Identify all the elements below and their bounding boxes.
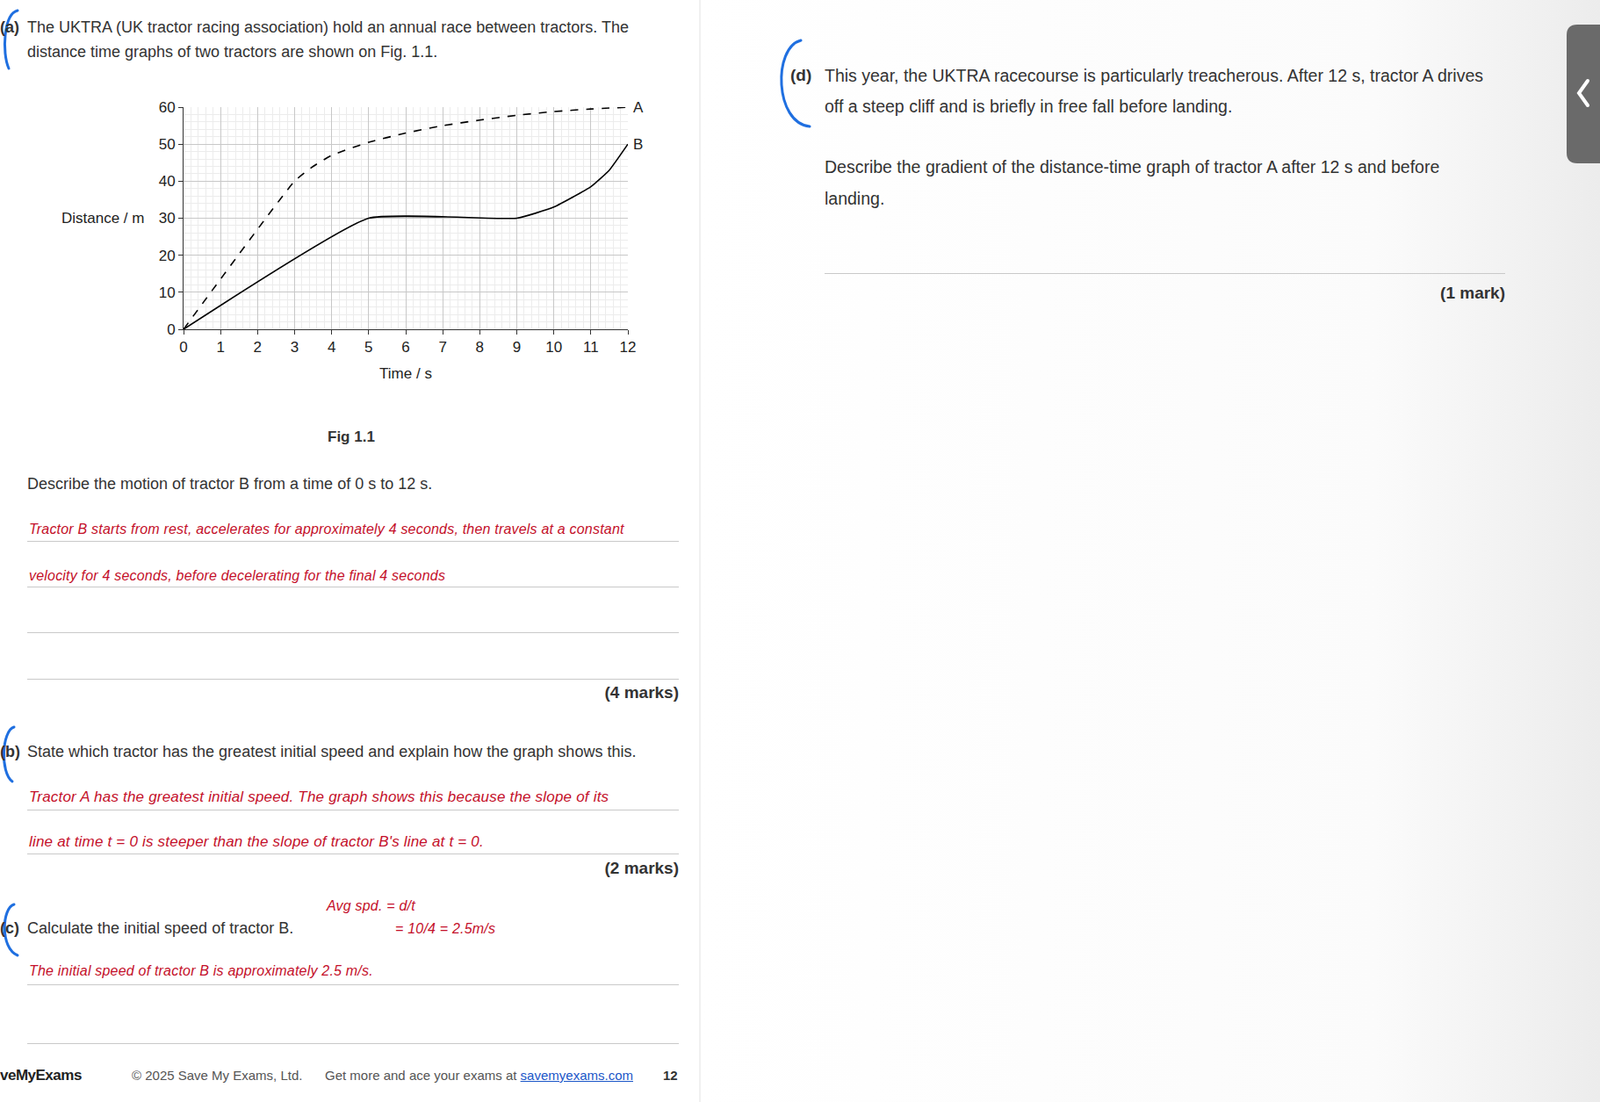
html-text:(b) State which tractor has th: (b) State which tractor has the greatest… (0, 742, 637, 761)
svg-text:7: 7 (438, 338, 447, 356)
html-text:line at time t = 0 is steeper: line at time t = 0 is steeper than the s… (28, 833, 484, 851)
html-text:(d): (d) (790, 65, 812, 85)
svg-text:Distance / m: Distance / m (61, 209, 145, 227)
svg-text:50: 50 (158, 136, 176, 153)
html-text:off a steep cliff and is brief: off a steep cliff and is briefly in free… (824, 96, 1233, 116)
html-text:This year, the UKTRA racecours: This year, the UKTRA racecourse is parti… (824, 65, 1484, 86)
html-text:(4 marks): (4 marks) (604, 683, 679, 702)
html-text:Calculate the initial speed of: Calculate the initial speed of tractor B… (27, 919, 294, 937)
svg-text:8: 8 (475, 338, 484, 356)
svg-text:2: 2 (253, 338, 262, 356)
svg-text:A: A (633, 99, 644, 116)
html-text:Tractor A has the greatest ini: Tractor A has the greatest initial speed… (28, 788, 609, 806)
svg-text:1: 1 (216, 338, 224, 356)
html-text:Describe the gradient of the d: Describe the gradient of the distance-ti… (824, 157, 1440, 177)
svg-text:B: B (633, 136, 643, 153)
html-text:© 2025 Save My Exams, Ltd.: © 2025 Save My Exams, Ltd. (131, 1067, 303, 1083)
html-text:The initial speed of tractor B: The initial speed of tractor B is approx… (28, 963, 374, 979)
svg-text:5: 5 (364, 338, 373, 356)
html-text:(1 mark): (1 mark) (1440, 283, 1506, 303)
svg-text:10: 10 (545, 338, 563, 356)
svg-text:6: 6 (401, 338, 410, 356)
html-text:Fig 1.1: Fig 1.1 (327, 428, 375, 446)
svg-text:12: 12 (619, 338, 637, 356)
svg-text:11: 11 (583, 338, 599, 356)
html-text:distance time graphs of two tr: distance time graphs of two tractors are… (27, 43, 438, 61)
html-text:12: 12 (663, 1067, 678, 1083)
svg-text:0: 0 (166, 321, 175, 339)
svg-text:Time / s: Time / s (379, 365, 433, 382)
svg-text:30: 30 (158, 209, 176, 227)
svg-text:60: 60 (158, 99, 176, 116)
html-text:The UKTRA (UK tractor racing a: The UKTRA (UK tractor racing association… (27, 18, 629, 37)
svg-text:3: 3 (290, 338, 299, 356)
html-text:= 10/4 = 2.5m/s: = 10/4 = 2.5m/s (395, 921, 496, 937)
html-text:Get more and ace your exams at: Get more and ace your exams at savemyexa… (324, 1067, 634, 1083)
svg-text:0: 0 (179, 338, 188, 356)
html-text:(a): (a) (0, 18, 20, 37)
html-text:Avg spd. = d/t: Avg spd. = d/t (326, 898, 416, 914)
html-text:Tractor B starts from rest, ac: Tractor B starts from rest, accelerates … (28, 521, 625, 537)
html-text:landing.: landing. (824, 188, 885, 209)
html-text:veMyExams: veMyExams (0, 1066, 82, 1084)
svg-text:40: 40 (158, 172, 176, 190)
html-text:(c): (c) (0, 919, 20, 937)
svg-text:10: 10 (158, 284, 176, 302)
svg-text:4: 4 (327, 338, 336, 356)
html-text:Describe the motion of tractor: Describe the motion of tractor B from a … (27, 475, 433, 493)
svg-text:20: 20 (158, 247, 176, 265)
html-text:(2 marks): (2 marks) (604, 858, 679, 878)
svg-text:9: 9 (512, 338, 521, 356)
html-text:velocity for 4 seconds, before: velocity for 4 seconds, before decelerat… (28, 568, 446, 584)
